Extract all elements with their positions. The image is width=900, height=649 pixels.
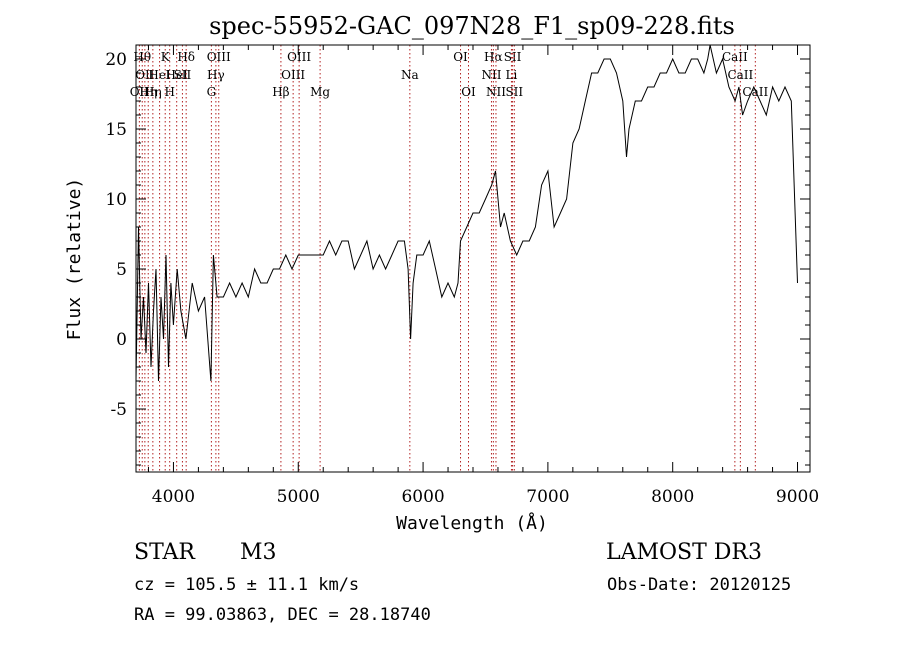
line-marker-label: OI — [453, 50, 468, 64]
object-type: STAR — [134, 540, 196, 565]
line-marker-label: OII — [135, 68, 155, 82]
x-tick-label: 5000 — [277, 487, 320, 507]
x-axis-label: Wavelength (Å) — [396, 512, 548, 534]
line-marker-label: CaII — [722, 50, 748, 64]
chart-title: spec-55952-GAC_097N28_F1_sp09-228.fits — [209, 12, 735, 40]
line-marker-label: OIII — [281, 68, 305, 82]
x-tick-label: 4000 — [152, 487, 195, 507]
y-tick-label: 15 — [105, 120, 127, 140]
x-tick-label: 8000 — [651, 487, 694, 507]
survey-name: LAMOST DR3 — [606, 540, 762, 565]
x-tick-label: 7000 — [526, 487, 569, 507]
line-marker-label: G — [207, 85, 217, 99]
y-tick-label: 5 — [116, 260, 127, 280]
obs-date-text: Obs-Date: 20120125 — [607, 575, 791, 595]
x-tick-label: 6000 — [401, 487, 444, 507]
y-tick-label: 20 — [105, 50, 127, 70]
line-marker-label: Hγ — [207, 68, 225, 82]
plot-frame — [135, 44, 811, 473]
line-marker-label: OIII — [207, 50, 231, 64]
line-marker-label: Na — [401, 68, 419, 82]
y-tick-label: 0 — [116, 330, 127, 350]
y-axis-label: Flux (relative) — [64, 178, 85, 341]
line-marker-label: SII — [174, 68, 192, 82]
line-marker-label: Hη — [139, 85, 157, 99]
line-marker-label: SII — [505, 85, 523, 99]
axis-ticks: 4000 5000 6000 7000 8000 9000 -5 0 5 10 15 20 — [105, 44, 819, 507]
y-tick-label: -5 — [110, 400, 127, 420]
line-marker-label: Hη — [144, 85, 162, 99]
redshift-text: cz = 105.5 ± 11.1 km/s — [134, 575, 359, 595]
line-marker-label: NII — [486, 85, 506, 99]
line-marker-label: H — [164, 85, 174, 99]
line-marker-label: Hα — [484, 50, 503, 64]
spectrum-line — [135, 44, 798, 382]
x-tick-label: 9000 — [776, 487, 819, 507]
line-marker-label: Li — [506, 68, 518, 82]
line-marker-label: CaII — [742, 85, 768, 99]
line-marker-label: OI — [461, 85, 476, 99]
coordinates-text: RA = 99.03863, DEC = 28.18740 — [134, 605, 431, 625]
line-marker-label: Mg — [310, 85, 330, 99]
line-marker-label: Hθ — [133, 50, 151, 64]
line-marker-label: CaII — [727, 68, 753, 82]
line-marker-label: K — [161, 50, 171, 64]
line-marker-label: OII — [130, 85, 150, 99]
line-marker-label: OIII — [287, 50, 311, 64]
line-marker-label: Hβ — [272, 85, 289, 99]
line-marker-label: Hδ — [177, 50, 195, 64]
spectral-line-markers: OIIHθOIIHηHηHeIKHHeISIIHδGHγOIIIHβOIIIOI… — [130, 45, 768, 472]
line-marker-label: NII — [481, 68, 501, 82]
object-subclass: M3 — [240, 540, 277, 565]
line-marker-label: SII — [504, 50, 522, 64]
y-tick-label: 10 — [105, 190, 127, 210]
